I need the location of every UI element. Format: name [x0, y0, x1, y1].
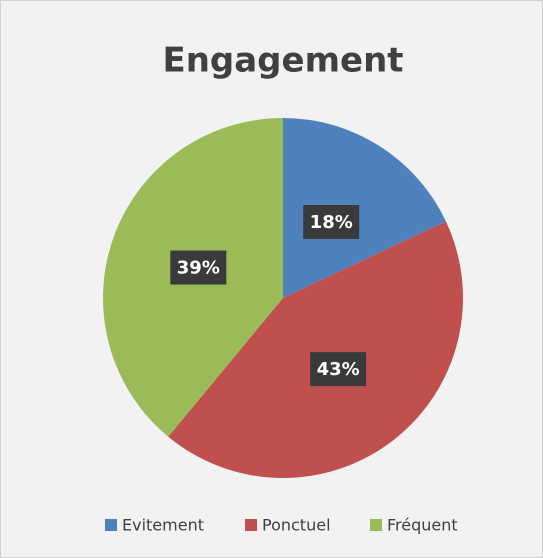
data-label: 43% — [317, 359, 360, 380]
legend-label: Fréquent — [387, 516, 458, 535]
data-label-box — [303, 205, 360, 240]
legend-swatch — [370, 519, 382, 531]
chart-title: Engagement — [162, 41, 403, 81]
legend-label: Evitement — [122, 516, 204, 535]
pie-slice — [168, 221, 464, 478]
pie-slice — [283, 118, 446, 298]
legend-swatch — [245, 519, 257, 531]
data-label: 18% — [310, 212, 353, 233]
legend-label: Ponctuel — [262, 516, 331, 535]
data-label-box — [310, 352, 367, 387]
data-label-box — [170, 250, 227, 285]
data-label: 39% — [177, 258, 220, 279]
legend-swatch — [105, 519, 117, 531]
